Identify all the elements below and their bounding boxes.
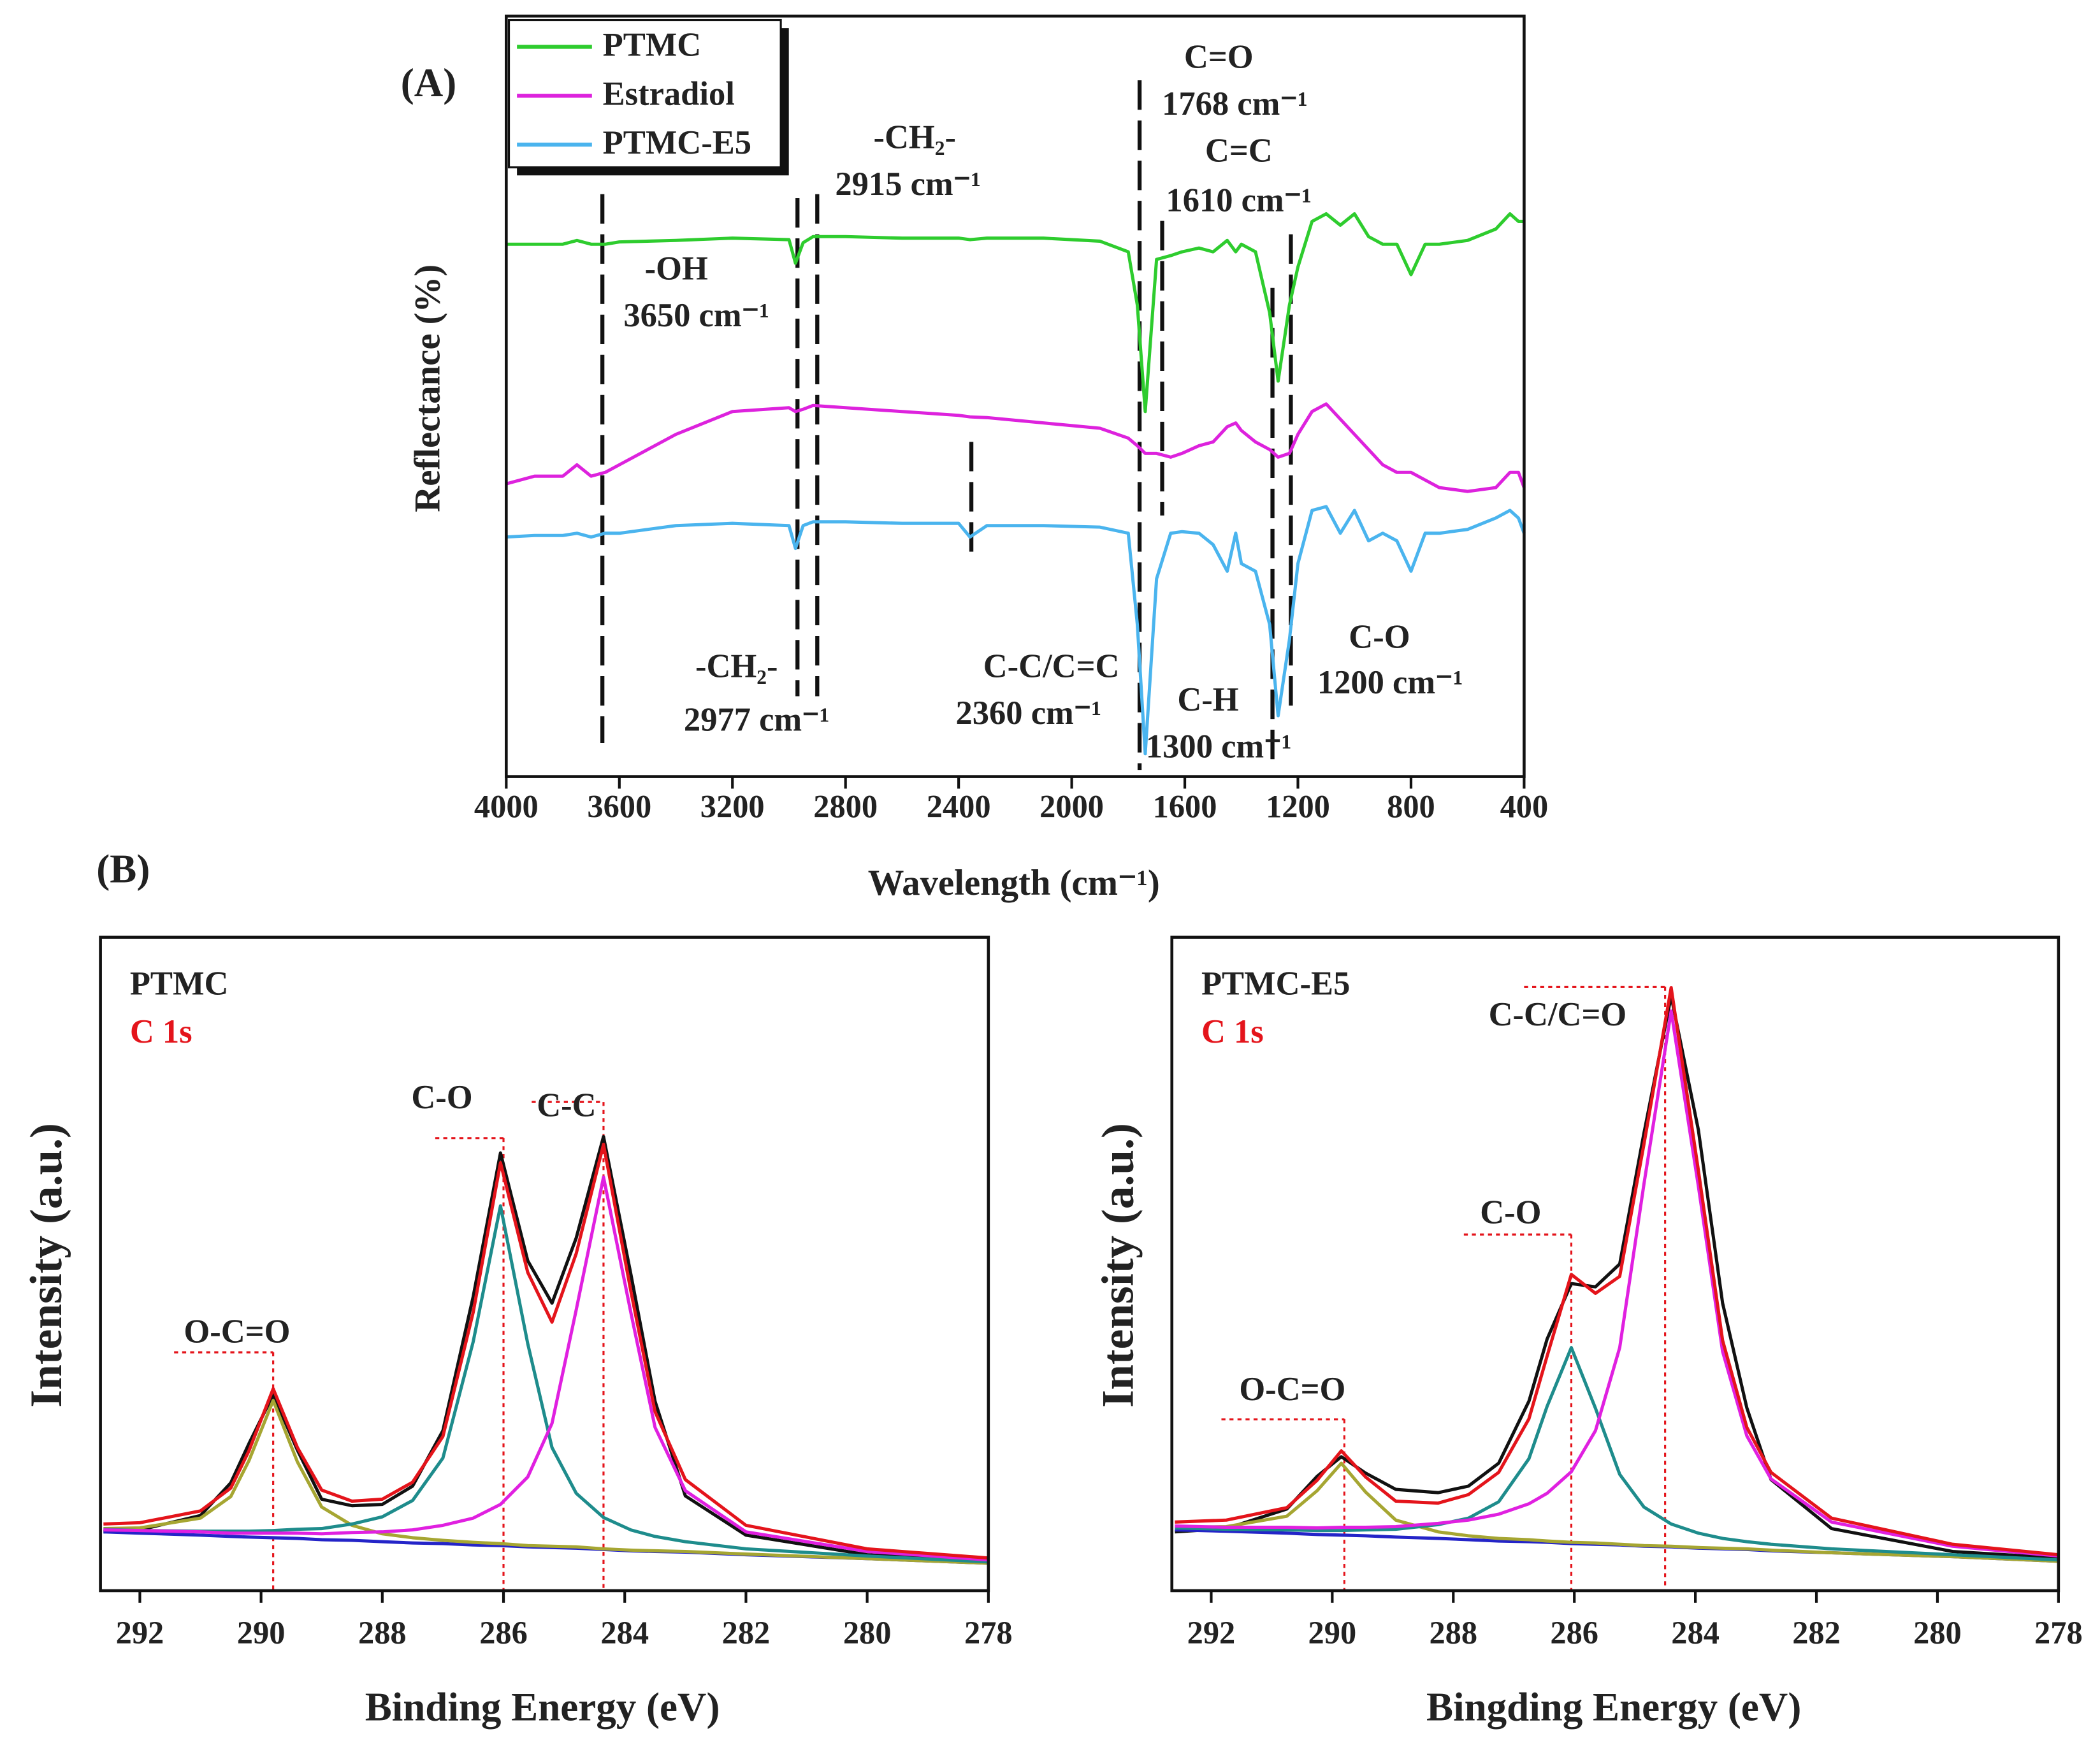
series-line (1175, 1009, 2059, 1558)
x-tick-label: 2000 (1039, 789, 1104, 825)
chart-panel: 292 290 288 286 284 282 280 278 Binding Energy (… (21, 846, 1012, 1729)
series-line (103, 1204, 988, 1564)
x-tick-label: 286 (1550, 1615, 1598, 1651)
x-tick-label: 3200 (700, 789, 765, 825)
x-tick-label: 400 (1500, 789, 1549, 825)
annotation: C-O (1349, 618, 1410, 655)
x-tick-label: 282 (1792, 1615, 1841, 1651)
x-tick-label: 800 (1387, 789, 1435, 825)
annotation: O-C=O (184, 1313, 290, 1350)
series-line (103, 1175, 989, 1562)
annotation: 2915 cm⁻¹ (835, 166, 981, 203)
panel-label: (A) (401, 61, 456, 105)
x-tick-label: 4000 (474, 789, 539, 825)
x-tick-label: 288 (1429, 1615, 1477, 1651)
x-tick-label: 3600 (587, 789, 651, 825)
x-tick-label: 1600 (1153, 789, 1217, 825)
x-axis-label: Binding Energy (eV) (365, 1685, 720, 1730)
annotation: C 1s (130, 1013, 192, 1050)
legend-label: PTMC-E5 (603, 124, 751, 161)
annotation: 2977 cm⁻¹ (684, 702, 830, 739)
panel-label: (B) (96, 846, 150, 891)
annotation: C-O (411, 1079, 472, 1116)
chart-panel: 292 290 288 286 284 282 280 278 Bingding Energy … (1092, 936, 2083, 1730)
x-tick-label: 282 (722, 1615, 771, 1651)
y-axis-label: Intensity (a.u.) (1092, 1123, 1143, 1407)
x-tick-label: 284 (600, 1615, 649, 1651)
legend-label: Estradiol (603, 75, 735, 112)
annotation: -OH (645, 250, 708, 287)
series-line (103, 1143, 989, 1560)
annotation: 1610 cm⁻¹ (1166, 182, 1312, 219)
annotation: PTMC (130, 965, 229, 1002)
annotation: C 1s (1201, 1013, 1264, 1050)
series-line (506, 212, 1524, 414)
annotation: C-C (537, 1087, 596, 1124)
x-axis-label: Bingding Energy (eV) (1426, 1685, 1801, 1730)
series-line (505, 402, 1526, 493)
annotation: O-C=O (1239, 1371, 1345, 1408)
x-axis-label: Wavelength (cm⁻¹) (868, 863, 1160, 903)
annotation: C-O (1480, 1194, 1541, 1231)
x-tick-label: 280 (843, 1615, 892, 1651)
annotation: 1300 cm⁻¹ (1146, 728, 1292, 765)
annotation: C-C/C=C (983, 648, 1120, 685)
annotation: C=O (1184, 39, 1254, 76)
x-tick-label: 284 (1671, 1615, 1720, 1651)
x-tick-label: 290 (237, 1615, 286, 1651)
annotation: C=C (1205, 133, 1273, 170)
x-tick-label: 292 (1187, 1615, 1236, 1651)
y-axis-label: Reflectance (%) (408, 264, 448, 512)
plot-frame (505, 14, 1526, 778)
annotation: C-C/C=O (1489, 996, 1627, 1033)
annotation: -CH₂- (874, 119, 957, 156)
x-tick-label: 278 (2034, 1615, 2083, 1651)
annotation: -CH₂- (695, 648, 778, 685)
plot-frame (99, 936, 990, 1593)
x-tick-label: 1200 (1266, 789, 1330, 825)
x-tick-label: 280 (1913, 1615, 1962, 1651)
series-line (103, 1134, 988, 1563)
series-line (506, 505, 1526, 756)
annotation: C-H (1177, 681, 1238, 718)
series-line (103, 1399, 988, 1565)
series-line (1175, 986, 2059, 1557)
x-tick-label: 2800 (813, 789, 878, 825)
series-line (1175, 1461, 2059, 1563)
annotation: 2360 cm⁻¹ (956, 695, 1102, 732)
series-line (1175, 1346, 2059, 1562)
x-tick-label: 292 (116, 1615, 164, 1651)
x-tick-label: 290 (1308, 1615, 1357, 1651)
y-axis-label: Intensity (a.u.) (21, 1123, 71, 1407)
x-tick-label: 288 (358, 1615, 407, 1651)
annotation: 1200 cm⁻¹ (1317, 664, 1463, 701)
x-tick-label: 278 (964, 1615, 1013, 1651)
annotation: 3650 cm⁻¹ (623, 297, 769, 334)
plot-frame (1170, 936, 2060, 1593)
chart-panel: 4000 3600 3200 2800 2400 2000 1600 1200 800 400 Wa… (401, 14, 1549, 903)
legend-label: PTMC (603, 27, 702, 64)
annotation: 1768 cm⁻¹ (1162, 85, 1308, 122)
x-tick-label: 286 (479, 1615, 528, 1651)
x-tick-label: 2400 (927, 789, 991, 825)
annotation: PTMC-E5 (1201, 965, 1350, 1002)
